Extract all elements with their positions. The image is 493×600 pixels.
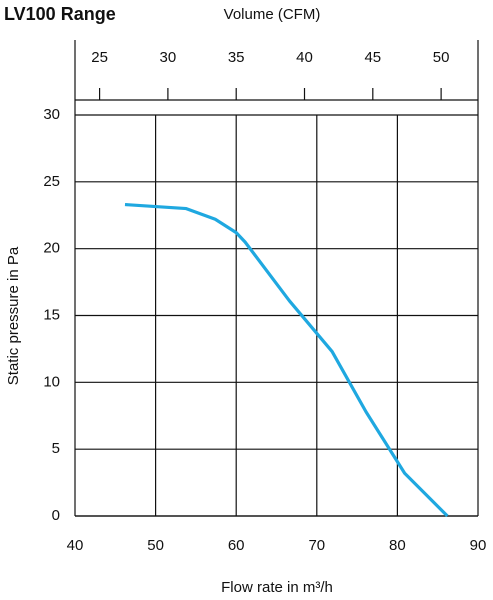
x-tick-label: 50	[147, 537, 164, 554]
y-tick-label: 15	[43, 306, 60, 323]
y-tick-label: 10	[43, 373, 60, 390]
top-tick-label: 25	[91, 49, 108, 66]
x-tick-label: 40	[67, 537, 84, 554]
x-tick-label: 80	[389, 537, 406, 554]
y-axis-title: Static pressure in Pa	[5, 246, 22, 385]
top-tick-label: 40	[296, 49, 313, 66]
top-tick-label: 50	[433, 49, 450, 66]
x-axis-title: Flow rate in m³/h	[221, 579, 333, 596]
y-tick-label: 5	[52, 440, 60, 457]
top-tick-label: 45	[364, 49, 381, 66]
y-tick-label: 30	[43, 106, 60, 123]
chart-title: LV100 Range	[4, 4, 116, 24]
top-axis-title: Volume (CFM)	[224, 6, 321, 23]
top-tick-label: 35	[228, 49, 245, 66]
x-tick-label: 70	[308, 537, 325, 554]
y-tick-label: 20	[43, 240, 60, 257]
x-tick-label: 90	[470, 537, 487, 554]
data-line	[124, 202, 449, 518]
top-tick-label: 30	[160, 49, 177, 66]
y-tick-label: 25	[43, 173, 60, 190]
x-tick-label: 60	[228, 537, 245, 554]
y-tick-label: 0	[52, 507, 60, 524]
